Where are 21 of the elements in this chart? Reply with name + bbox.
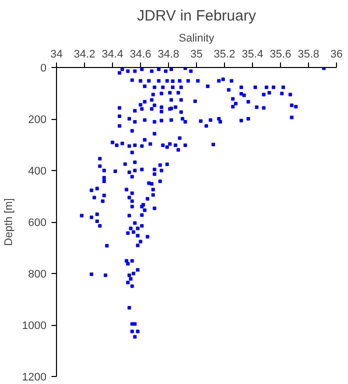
x-tick-label: 35.2	[214, 48, 236, 60]
x-axis-title: Salinity	[178, 32, 215, 44]
x-tick-label: 35.4	[242, 48, 264, 60]
x-tick-label: 35	[190, 48, 203, 60]
y-tick-label: 1200	[22, 372, 47, 384]
x-tick-label: 34.6	[130, 48, 152, 60]
x-tick-label: 34.2	[74, 48, 96, 60]
x-tick-label: 35.8	[298, 48, 320, 60]
chart-title: JDRV in February	[137, 8, 256, 24]
y-tick-label: 600	[28, 217, 47, 229]
y-tick-label: 200	[28, 114, 47, 126]
y-tick-label: 400	[28, 166, 47, 178]
y-tick-label: 800	[28, 268, 47, 280]
x-tick-label: 34	[50, 48, 63, 60]
y-axis-title: Depth [m]	[3, 198, 16, 246]
x-tick-label: 34.8	[158, 48, 180, 60]
x-tick-label: 34.4	[102, 48, 124, 60]
y-tick-label: 0	[40, 62, 47, 74]
y-tick-label: 1000	[22, 320, 47, 332]
x-tick-label: 36	[330, 48, 343, 60]
x-tick-label: 35.6	[270, 48, 292, 60]
